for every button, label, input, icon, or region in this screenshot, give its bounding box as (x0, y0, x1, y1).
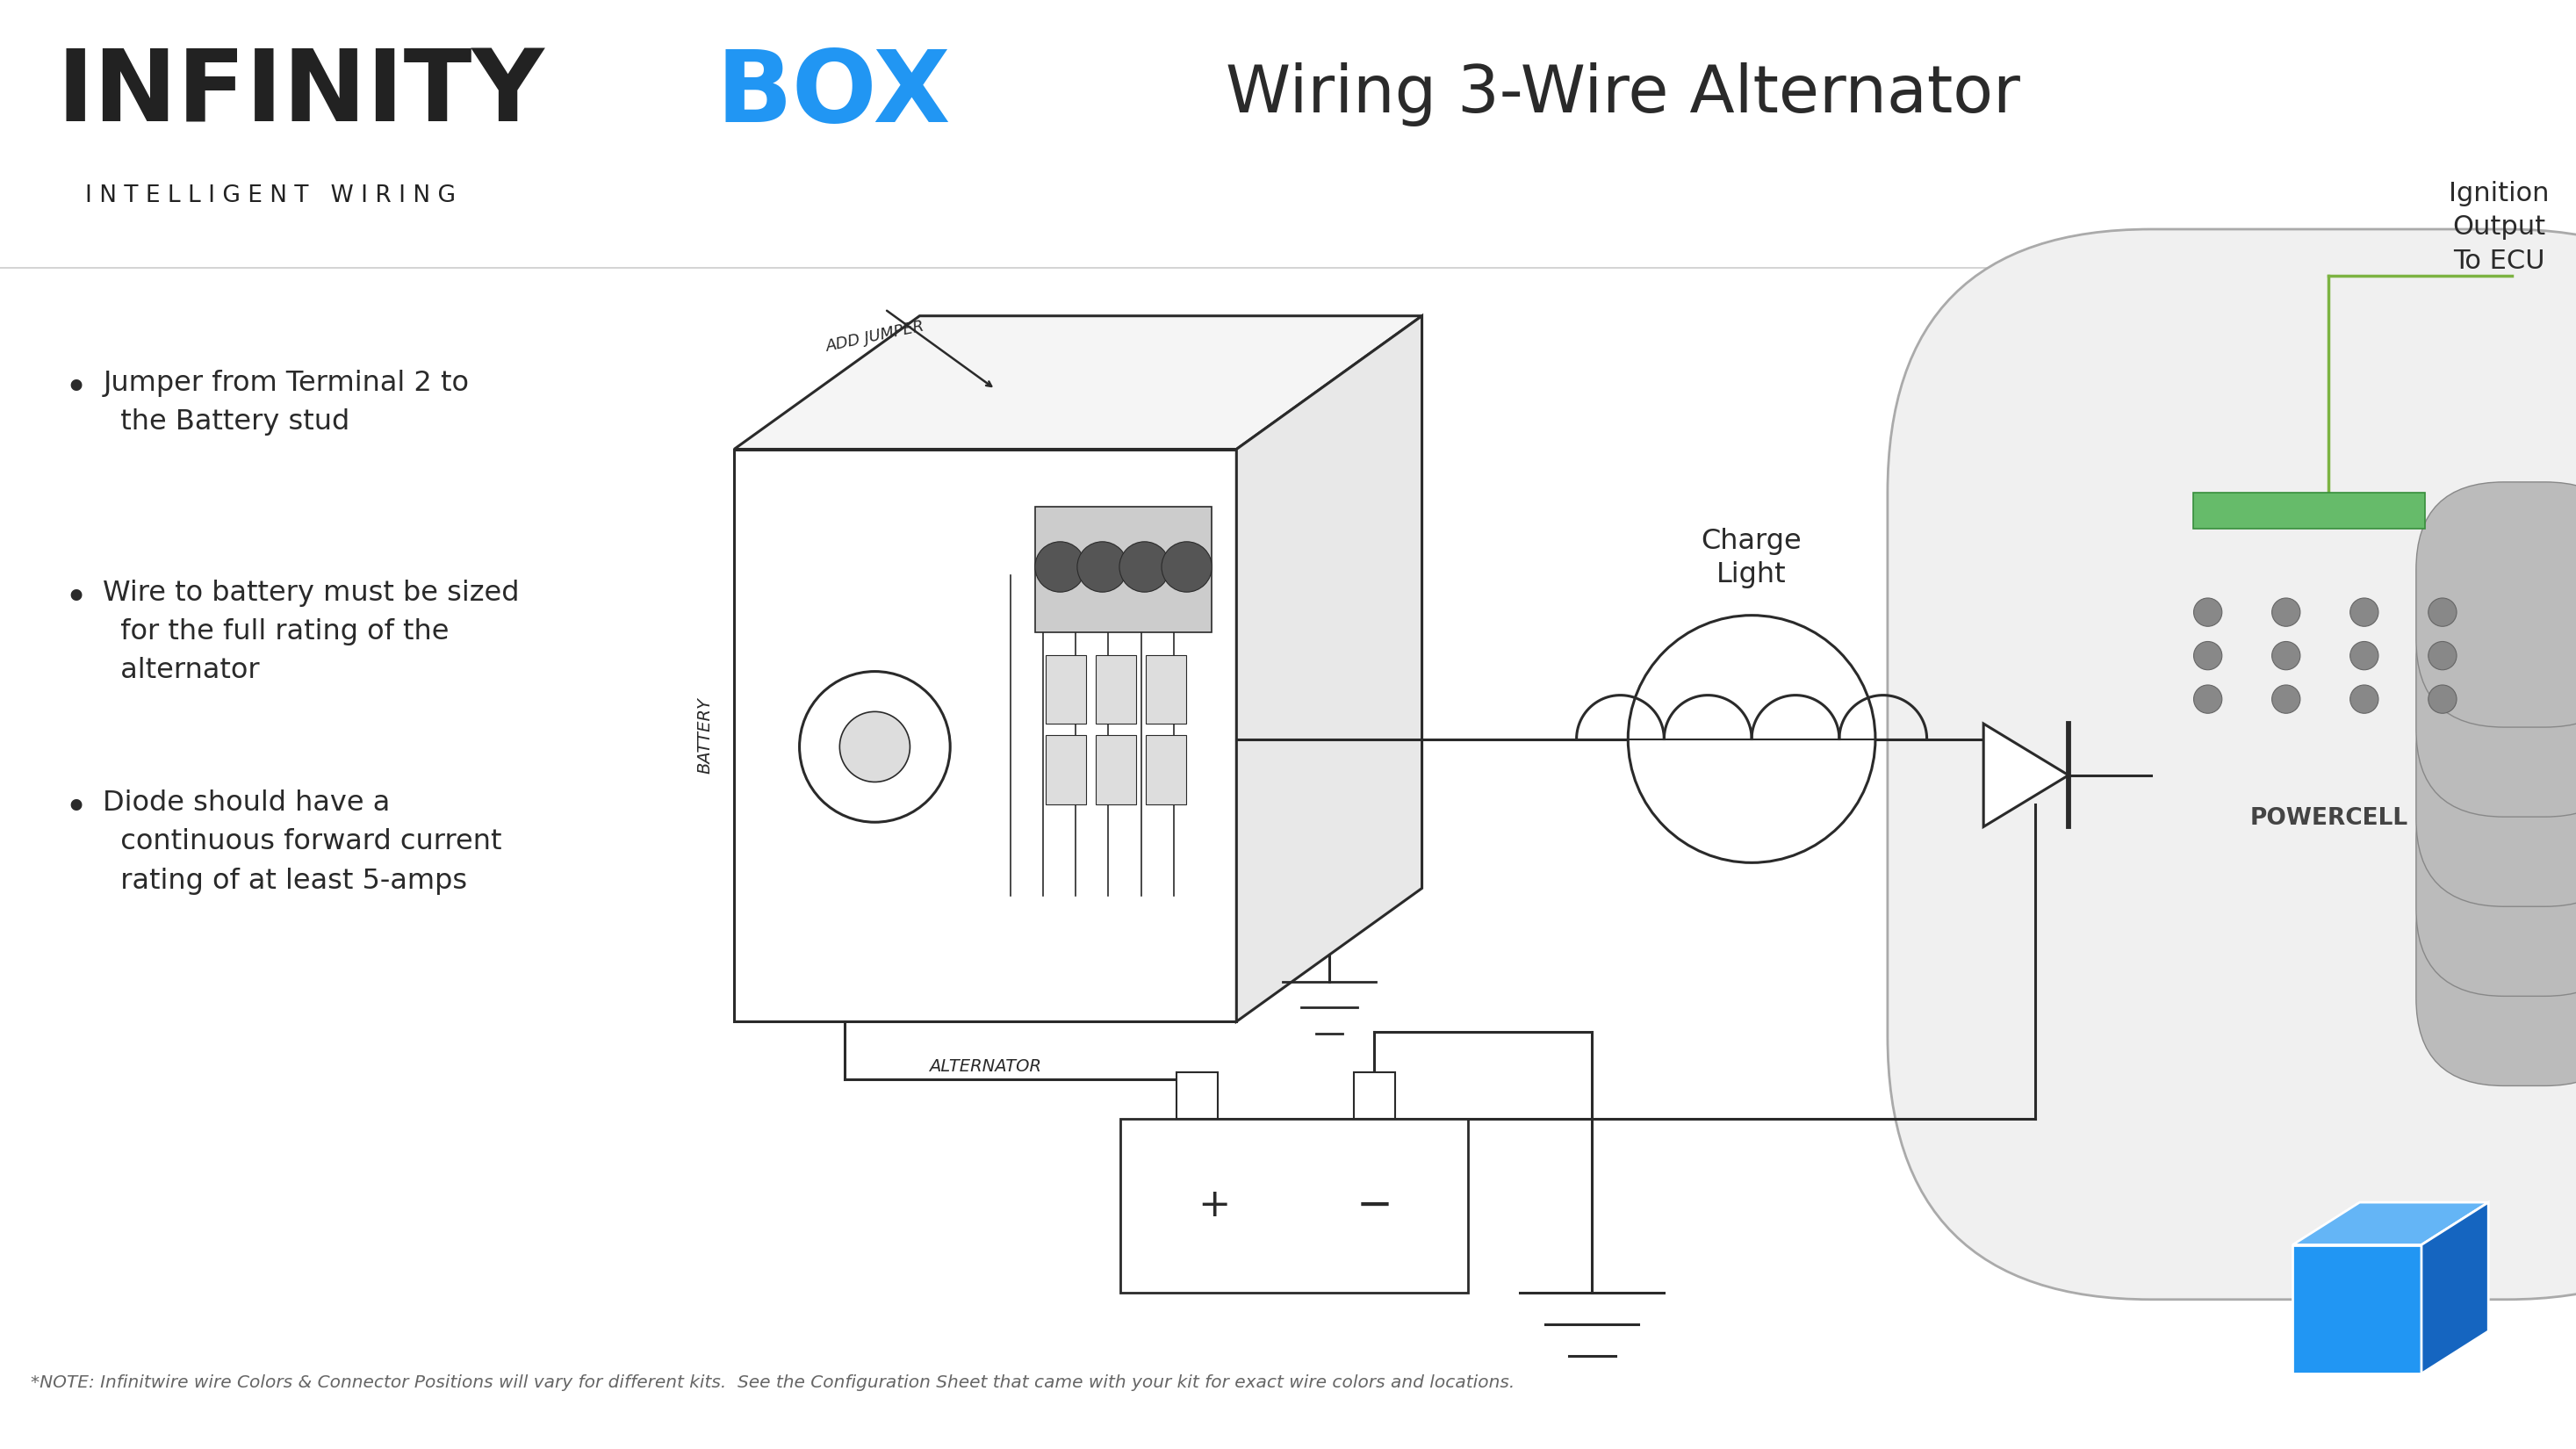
Bar (1046, 655, 1084, 724)
Text: •: • (64, 369, 88, 407)
FancyBboxPatch shape (1888, 229, 2576, 1300)
Text: +: + (1198, 1187, 1231, 1224)
FancyBboxPatch shape (2416, 751, 2576, 995)
Circle shape (840, 711, 909, 782)
Polygon shape (1236, 316, 1422, 1022)
Bar (1046, 736, 1084, 804)
Text: Wire to battery must be sized
  for the full rating of the
  alternator: Wire to battery must be sized for the fu… (103, 580, 520, 684)
Bar (1177, 1072, 1218, 1119)
Bar (1121, 1119, 1468, 1293)
Bar (1146, 736, 1185, 804)
Bar (1036, 506, 1211, 632)
Circle shape (1628, 616, 1875, 862)
Circle shape (1162, 542, 1211, 593)
Bar (2195, 493, 2424, 529)
Circle shape (2195, 598, 2223, 626)
Text: Ignition
Output
To ECU: Ignition Output To ECU (2447, 181, 2550, 274)
Circle shape (2195, 685, 2223, 713)
Bar (1095, 655, 1136, 724)
Text: −: − (1355, 1184, 1394, 1227)
Circle shape (2272, 642, 2300, 669)
Text: •: • (64, 790, 88, 827)
Circle shape (1121, 542, 1170, 593)
Polygon shape (2293, 1245, 2421, 1374)
Text: INFINITY: INFINITY (57, 45, 544, 143)
Bar (1355, 1072, 1396, 1119)
FancyBboxPatch shape (2416, 572, 2576, 817)
FancyBboxPatch shape (2416, 661, 2576, 907)
Polygon shape (2293, 1203, 2488, 1245)
Text: ADD JUMPER: ADD JUMPER (824, 319, 927, 355)
Circle shape (2429, 642, 2458, 669)
Text: •: • (64, 580, 88, 617)
Circle shape (2272, 685, 2300, 713)
Bar (1095, 736, 1136, 804)
Circle shape (2429, 598, 2458, 626)
Circle shape (2349, 642, 2378, 669)
Bar (1146, 655, 1185, 724)
Polygon shape (734, 316, 1422, 449)
Circle shape (1077, 542, 1128, 593)
Text: *NOTE: Infinitwire wire Colors & Connector Positions will vary for different kit: *NOTE: Infinitwire wire Colors & Connect… (31, 1374, 1515, 1391)
Text: Wiring 3-Wire Alternator: Wiring 3-Wire Alternator (1226, 62, 2020, 126)
FancyBboxPatch shape (2416, 840, 2576, 1085)
Circle shape (2349, 685, 2378, 713)
Text: BATTERY: BATTERY (698, 697, 714, 774)
Circle shape (2272, 598, 2300, 626)
Text: BOX: BOX (716, 45, 951, 143)
Text: Diode should have a
  continuous forward current
  rating of at least 5-amps: Diode should have a continuous forward c… (103, 790, 502, 894)
Text: I N T E L L I G E N T   W I R I N G: I N T E L L I G E N T W I R I N G (85, 184, 456, 207)
Circle shape (2429, 685, 2458, 713)
Polygon shape (2421, 1203, 2488, 1374)
FancyBboxPatch shape (2416, 483, 2576, 727)
Text: ALTERNATOR: ALTERNATOR (930, 1058, 1041, 1075)
Text: POWERCELL: POWERCELL (2249, 807, 2409, 830)
Polygon shape (734, 449, 1236, 1022)
Circle shape (1036, 542, 1084, 593)
Polygon shape (1984, 723, 2069, 827)
Circle shape (799, 671, 951, 822)
Circle shape (2349, 598, 2378, 626)
Text: Charge
Light: Charge Light (1700, 527, 1803, 588)
Text: Jumper from Terminal 2 to
  the Battery stud: Jumper from Terminal 2 to the Battery st… (103, 369, 469, 436)
Circle shape (2195, 642, 2223, 669)
